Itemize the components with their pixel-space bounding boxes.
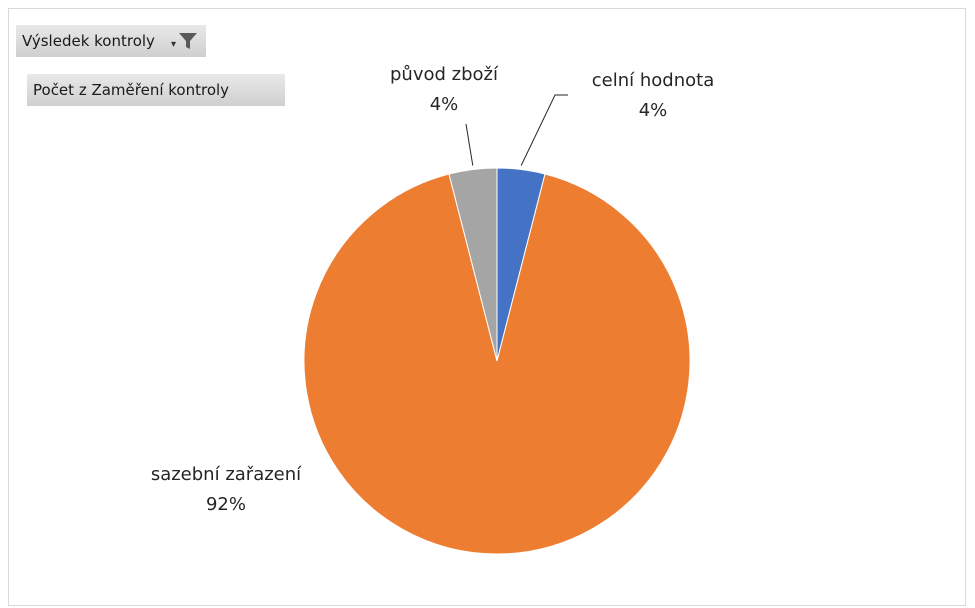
label-puvod-zbozi-name: původ zboží (390, 64, 499, 85)
value-field-button[interactable]: Počet z Zaměření kontroly (27, 74, 285, 106)
leader-line-celni-hodnota (520, 94, 568, 166)
leader-line-puvod-zbozi (465, 123, 474, 166)
funnel-icon (178, 33, 197, 49)
value-field-label: Počet z Zaměření kontroly (33, 81, 230, 99)
pie-slice-1[interactable] (303, 173, 691, 555)
filter-field-label: Výsledek kontroly (22, 32, 155, 50)
label-celni-hodnota-name: celní hodnota (592, 70, 714, 91)
dropdown-arrow-icon: ▾ (170, 39, 176, 50)
pie-slice-2[interactable] (448, 167, 498, 362)
label-sazebni-zarazeni-name: sazební zařazení (151, 464, 302, 485)
label-sazebni-zarazeni-value: 92% (206, 494, 246, 515)
label-celni-hodnota-value: 4% (639, 100, 668, 121)
filter-field-button[interactable]: Výsledek kontroly ▾ (16, 25, 206, 57)
filter-icon[interactable]: ▾ (171, 32, 198, 50)
label-puvod-zbozi-value: 4% (430, 94, 459, 115)
